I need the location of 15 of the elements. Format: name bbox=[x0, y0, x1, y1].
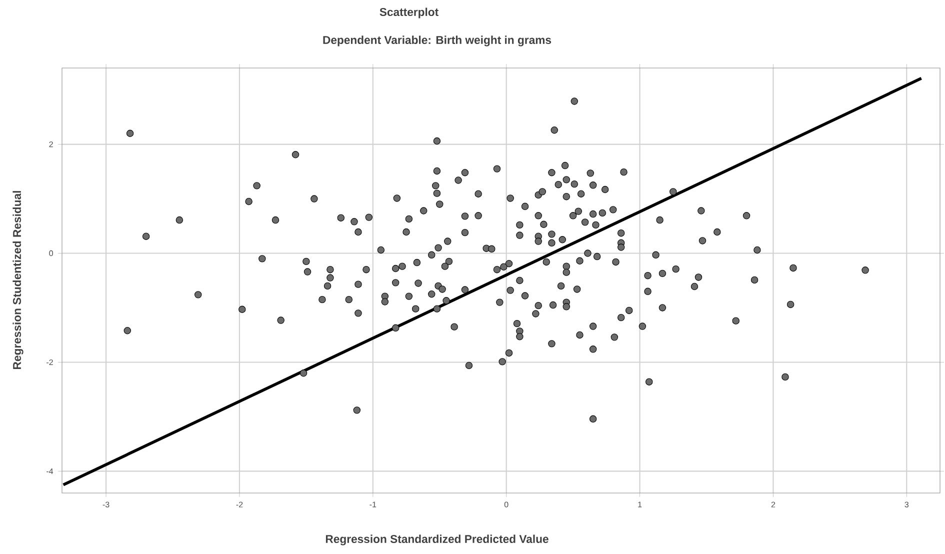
y-tick-label: -4 bbox=[46, 468, 54, 474]
y-tick-label: 0 bbox=[49, 250, 53, 256]
y-axis-title: Regression Studentized Residual bbox=[12, 191, 24, 369]
x-tick-label: 0 bbox=[504, 502, 508, 508]
x-tick-label: 2 bbox=[771, 502, 776, 508]
y-tick-label: 2 bbox=[49, 141, 53, 148]
chart-subtitle: Dependent Variable: Birth weight in grams bbox=[323, 36, 552, 46]
x-tick-label: -1 bbox=[370, 502, 376, 508]
x-tick-label: -2 bbox=[236, 502, 243, 508]
x-tick-label: 1 bbox=[638, 502, 642, 508]
x-tick-label: 3 bbox=[904, 502, 909, 508]
chart-title: Scatterplot bbox=[380, 8, 438, 18]
y-tick-label: -2 bbox=[46, 359, 53, 366]
x-tick-label: -3 bbox=[102, 502, 110, 508]
x-axis-title: Regression Standardized Predicted Value bbox=[326, 534, 548, 546]
